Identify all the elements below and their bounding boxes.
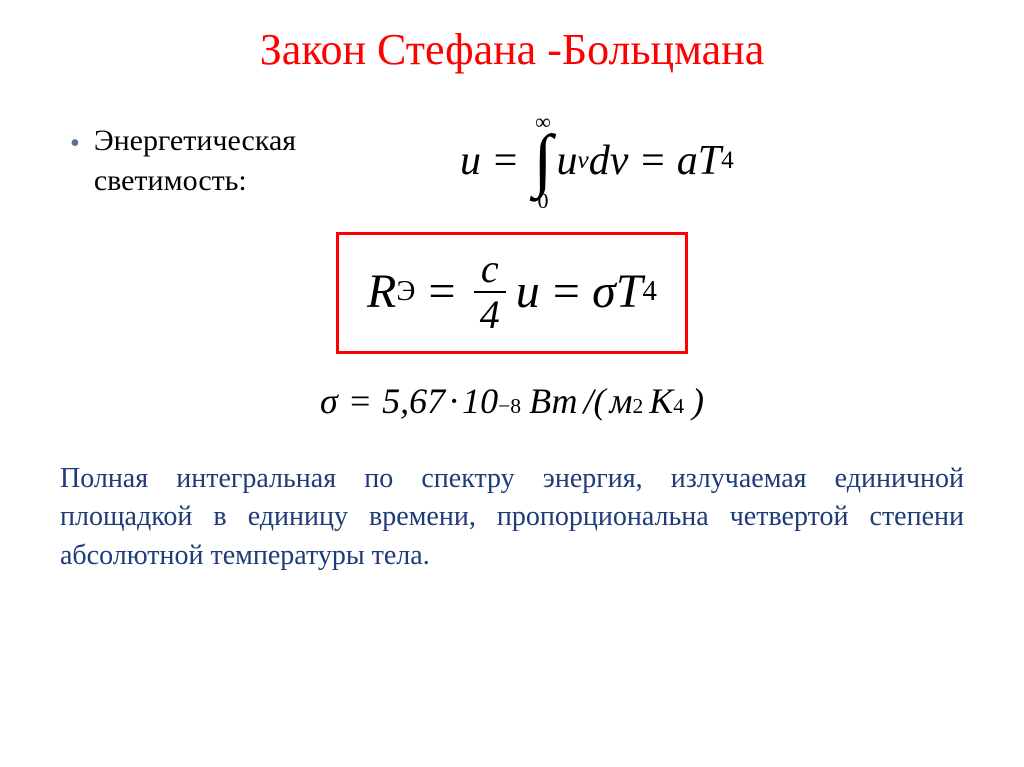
unit-W: Вт	[529, 380, 577, 422]
close-paren: )	[692, 380, 704, 422]
base-10: 10	[462, 380, 498, 422]
m-power: 2	[632, 394, 643, 419]
slash-open: /(	[584, 380, 606, 422]
var-R: R	[367, 264, 396, 319]
frac-den: 4	[474, 293, 506, 337]
int-lower: 0	[537, 190, 548, 212]
row-bullet-and-eq1: • Энергетическая светимость: u = ∞ ∫ 0 u…	[60, 111, 964, 212]
sigma: σ	[592, 264, 616, 319]
equals-sign-3: =	[425, 264, 457, 319]
bullet-item: • Энергетическая светимость:	[60, 121, 420, 202]
unit-m: м	[610, 380, 633, 422]
power-4-2: 4	[643, 275, 657, 308]
equals-sign-2: =	[638, 137, 666, 185]
bullet-text: Энергетическая светимость:	[94, 121, 420, 202]
var-T-2: T	[616, 264, 643, 319]
equation-energy-density: u = ∞ ∫ 0 uν dν = a T4	[460, 111, 734, 212]
boxed-equation: RЭ = c 4 u = σ T4	[336, 232, 688, 354]
integrand-u: u	[557, 137, 578, 185]
slide-title: Закон Стефана -Больцмана	[60, 24, 964, 75]
integral-icon: ∞ ∫ 0	[533, 111, 552, 212]
fraction-c-over-4: c 4	[474, 247, 506, 337]
mantissa: 5,67	[382, 380, 445, 422]
coef-a: a	[677, 137, 698, 185]
var-u: u	[460, 137, 481, 185]
equation-sigma-value: σ = 5,67 · 10−8 Вт /( м2 К4 )	[320, 380, 704, 422]
equation-luminosity: RЭ = c 4 u = σ T4	[367, 247, 657, 337]
unit-K: К	[649, 380, 673, 422]
int-symbol: ∫	[533, 135, 552, 188]
sigma-2: σ	[320, 380, 338, 422]
equals-sign-4: =	[550, 264, 582, 319]
exp-neg8: −8	[498, 394, 521, 419]
differential: dν	[589, 137, 629, 185]
bullet-dot-icon: •	[70, 127, 80, 161]
integrand-sub: ν	[578, 147, 589, 175]
power-4: 4	[721, 147, 734, 175]
times-dot: ·	[449, 380, 458, 422]
var-u-2: u	[516, 264, 540, 319]
equals-sign-5: =	[348, 380, 372, 422]
description-text: Полная интегральная по спектру энергия, …	[60, 460, 964, 576]
equals-sign: =	[491, 137, 519, 185]
var-T: T	[698, 137, 721, 185]
frac-num: c	[475, 247, 505, 291]
sub-E: Э	[396, 275, 415, 308]
K-power: 4	[673, 394, 684, 419]
